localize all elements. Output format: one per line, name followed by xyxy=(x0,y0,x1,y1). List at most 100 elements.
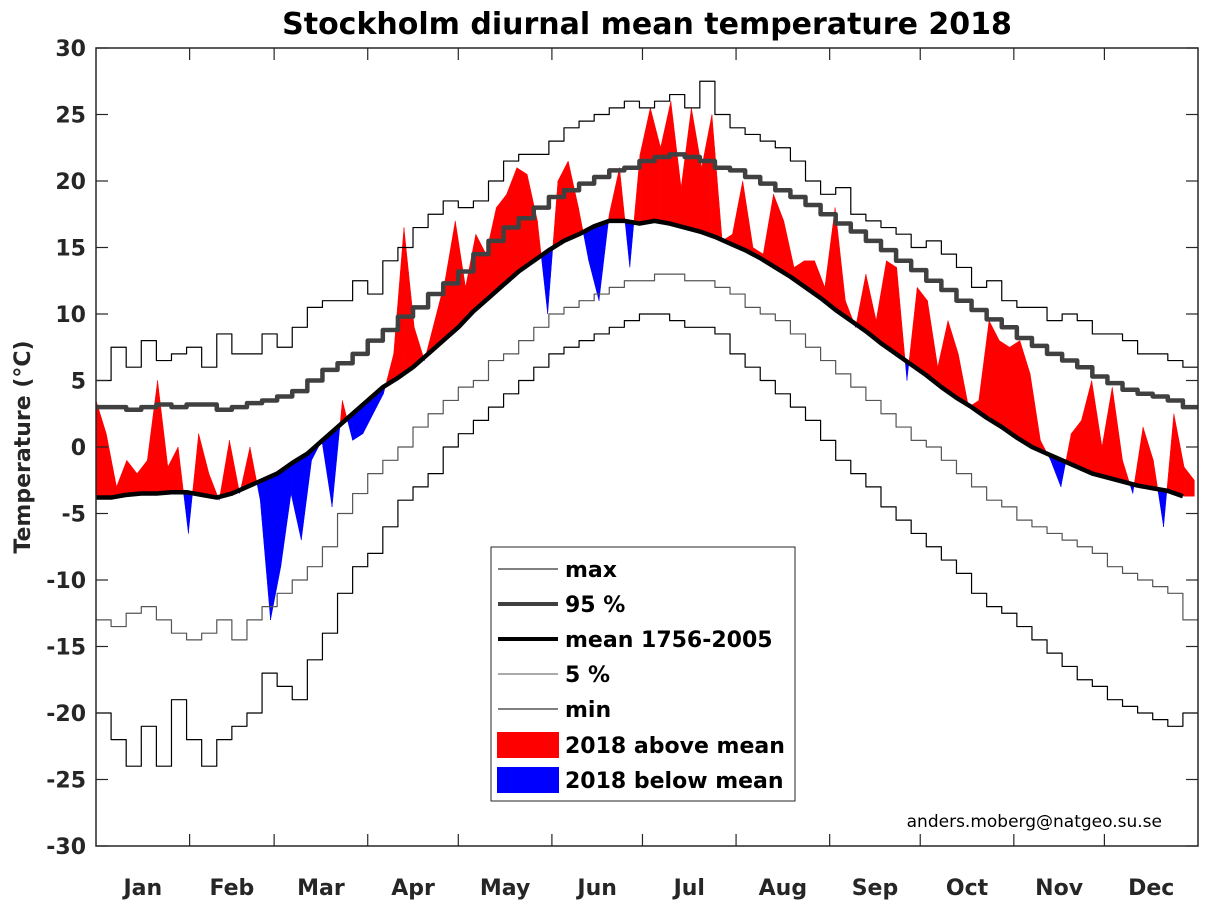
above-mean-area xyxy=(249,446,258,486)
series-line-5- xyxy=(96,273,1198,641)
above-mean-area xyxy=(908,287,918,370)
above-mean-area xyxy=(198,433,210,497)
y-tick-label: 5 xyxy=(71,370,86,395)
above-mean-area xyxy=(177,446,184,493)
series-line-mean-1756-2005 xyxy=(96,218,1184,500)
above-mean-area xyxy=(865,274,877,340)
x-axis: Jan Feb Mar Apr May Jun Jul Aug Sep Oct Nov Dec xyxy=(121,48,1174,901)
legend-label-5: 5 % xyxy=(565,663,610,688)
above-mean-area xyxy=(875,260,887,348)
below-mean-area xyxy=(270,470,282,620)
below-mean-area xyxy=(540,250,548,315)
x-tick-label: Mar xyxy=(297,876,345,901)
above-mean-area xyxy=(1065,433,1072,465)
legend-label-mean: mean 1756-2005 xyxy=(565,628,773,653)
y-axis-label: Temperature (°C) xyxy=(11,340,36,553)
below-mean-area xyxy=(321,431,333,507)
above-mean-area xyxy=(126,459,138,496)
x-tick-label: Feb xyxy=(209,876,254,901)
legend-swatch-above xyxy=(497,732,559,758)
above-mean-area xyxy=(208,473,219,498)
series-line-max xyxy=(96,80,1198,382)
legend: max 95 % mean 1756-2005 5 % min 2018 abo… xyxy=(490,546,796,802)
above-mean-area xyxy=(1101,387,1113,480)
above-mean-area xyxy=(1153,460,1159,490)
chart-title: Stockholm diurnal mean temperature 2018 xyxy=(282,7,1012,42)
above-mean-area xyxy=(732,180,743,250)
above-mean-area xyxy=(136,459,148,495)
above-mean-area xyxy=(701,114,713,237)
above-mean-area xyxy=(219,440,230,498)
above-mean-area xyxy=(157,380,169,494)
x-tick-label: Jul xyxy=(672,876,705,901)
y-tick-label: -5 xyxy=(62,503,86,528)
below-mean-area xyxy=(547,247,554,315)
above-mean-area xyxy=(403,227,415,375)
y-tick-label: 25 xyxy=(55,104,86,129)
above-mean-area xyxy=(680,107,692,230)
y-tick-label: -10 xyxy=(46,569,86,594)
y-tick-label: 10 xyxy=(55,303,86,328)
x-tick-label: Oct xyxy=(946,876,989,901)
above-mean-area xyxy=(1091,380,1103,477)
above-mean-area xyxy=(1009,340,1021,441)
above-mean-area xyxy=(999,340,1010,434)
above-mean-area xyxy=(619,167,626,222)
x-tick-label: Sep xyxy=(852,876,899,901)
x-tick-label: Nov xyxy=(1035,876,1084,901)
below-mean-area xyxy=(1157,488,1164,527)
above-mean-area xyxy=(762,194,774,267)
credit-text: anders.moberg@natgeo.su.se xyxy=(907,812,1162,832)
y-axis: 30 25 20 15 10 5 0 -5 -10 -15 -20 -25 -30 xyxy=(46,37,1198,860)
y-tick-label: -30 xyxy=(46,835,86,860)
x-tick-label: May xyxy=(480,876,530,901)
above-mean-area xyxy=(1183,466,1195,497)
above-mean-area xyxy=(947,320,959,400)
x-tick-label: Apr xyxy=(391,876,435,901)
above-mean-area xyxy=(537,220,542,259)
above-mean-area xyxy=(1081,380,1092,474)
above-mean-area xyxy=(670,101,682,227)
above-mean-area xyxy=(886,260,897,355)
above-mean-area xyxy=(167,446,179,493)
below-mean-area xyxy=(629,221,635,268)
above-mean-area xyxy=(927,300,938,385)
above-mean-area xyxy=(192,433,199,495)
above-mean-area xyxy=(783,220,795,280)
above-mean-area xyxy=(465,234,477,321)
legend-swatch-below xyxy=(497,767,559,793)
above-mean-area xyxy=(650,107,661,223)
below-mean-area xyxy=(188,492,193,534)
below-mean-area xyxy=(598,220,609,301)
below-mean-area xyxy=(1163,489,1168,527)
above-mean-area xyxy=(444,220,456,340)
below-mean-area xyxy=(259,476,271,620)
series-line-min xyxy=(96,313,1198,767)
above-mean-area xyxy=(1112,387,1123,482)
series-line-layer xyxy=(96,80,1198,767)
series-line-95- xyxy=(96,152,1198,413)
below-mean-area xyxy=(588,224,600,301)
above-mean-area xyxy=(229,440,240,495)
legend-label-95: 95 % xyxy=(565,593,625,618)
above-mean-area xyxy=(106,433,117,498)
below-mean-area xyxy=(331,424,341,507)
x-tick-label: Dec xyxy=(1128,876,1174,901)
above-mean-area xyxy=(1133,427,1144,487)
above-mean-area xyxy=(742,180,754,255)
below-mean-area xyxy=(280,463,292,567)
above-mean-area xyxy=(475,234,487,310)
above-mean-area xyxy=(95,400,107,498)
above-mean-area xyxy=(567,160,579,240)
legend-label-above: 2018 above mean xyxy=(565,734,785,759)
above-mean-area xyxy=(896,267,906,361)
above-mean-area xyxy=(116,460,128,497)
above-mean-area xyxy=(147,380,158,494)
below-mean-area xyxy=(290,456,302,541)
above-mean-area xyxy=(978,320,990,420)
x-tick-label: Jun xyxy=(575,876,617,901)
above-mean-area xyxy=(916,286,928,377)
above-mean-area xyxy=(988,320,1000,427)
above-mean-area xyxy=(240,446,251,491)
